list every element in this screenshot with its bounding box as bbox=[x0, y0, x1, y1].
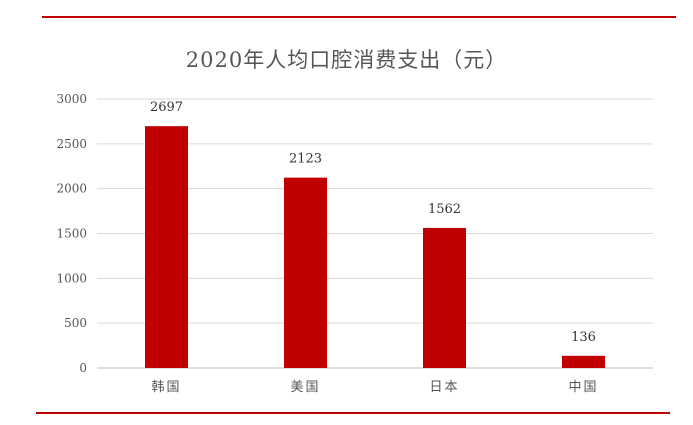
data-label: 2697 bbox=[150, 100, 183, 115]
data-label: 136 bbox=[571, 330, 596, 345]
bars bbox=[145, 126, 605, 368]
data-label: 1562 bbox=[428, 202, 461, 217]
bar bbox=[423, 227, 466, 368]
data-labels: 2697 2123 1562 136 bbox=[150, 100, 596, 345]
y-tick-label: 1000 bbox=[56, 271, 87, 285]
y-tick-label: 2500 bbox=[56, 137, 87, 151]
x-category-label: 中国 bbox=[568, 380, 598, 395]
x-category-label: 美国 bbox=[290, 380, 320, 395]
bar bbox=[284, 177, 327, 368]
y-tick-label: 2000 bbox=[56, 182, 87, 196]
y-tick-label: 0 bbox=[79, 361, 87, 375]
x-axis-categories: 韩国 美国 日本 中国 bbox=[151, 380, 598, 395]
x-category-label: 日本 bbox=[429, 380, 459, 395]
x-category-label: 韩国 bbox=[151, 380, 181, 395]
bar bbox=[145, 126, 188, 368]
gridlines bbox=[97, 98, 653, 369]
bar bbox=[562, 355, 605, 368]
y-tick-label: 1500 bbox=[56, 227, 87, 241]
y-tick-label: 3000 bbox=[56, 92, 87, 106]
bottom-rule bbox=[36, 412, 670, 414]
top-rule bbox=[42, 16, 676, 18]
data-label: 2123 bbox=[289, 152, 322, 167]
chart-title: 2020年人均口腔消费支出（元） bbox=[185, 48, 508, 72]
y-tick-label: 500 bbox=[64, 316, 87, 330]
y-axis-ticks: 0 500 1000 1500 2000 2500 3000 bbox=[56, 92, 87, 375]
